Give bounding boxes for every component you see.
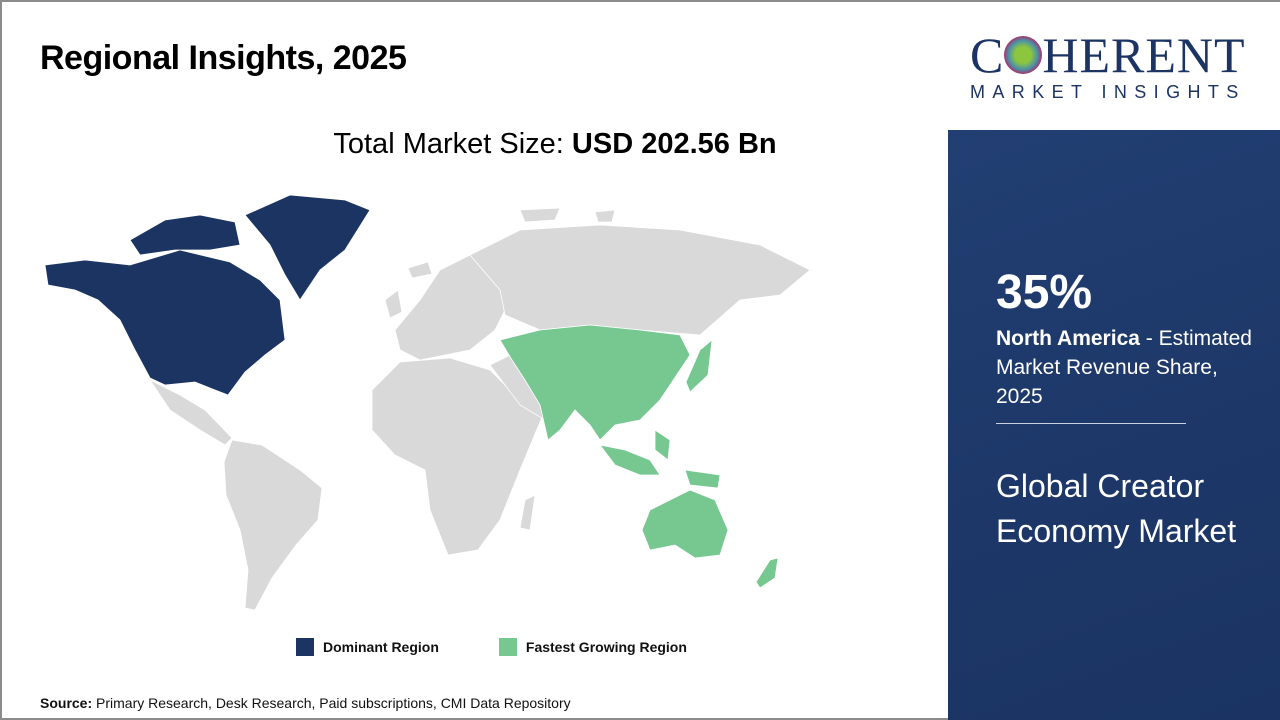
- europe: [394, 254, 511, 361]
- total-value: USD 202.56 Bn: [571, 128, 777, 160]
- share-percent: 35%: [996, 266, 1093, 319]
- north-america: [44, 249, 286, 396]
- market-name: Global Creator Economy Market: [996, 468, 1237, 549]
- logo-subtitle: MARKET INSIGHTS: [970, 82, 1246, 102]
- africa: [371, 357, 546, 556]
- share-description: North America - Estimated Market Revenue…: [996, 324, 1266, 411]
- coherent-logo: C HERENT MARKET INSIGHTS: [950, 2, 1280, 130]
- south-america: [223, 439, 323, 611]
- uk: [384, 289, 403, 319]
- russia: [469, 224, 811, 336]
- legend-swatch-fastest: [498, 638, 517, 656]
- page-title: Regional Insights, 2025: [40, 39, 407, 77]
- source-note: Source: Primary Research, Desk Research,…: [40, 694, 571, 712]
- globe-dots-icon: [1004, 36, 1043, 74]
- share-region: North America: [996, 327, 1140, 350]
- source-text: Primary Research, Desk Research, Paid su…: [92, 695, 571, 711]
- share-desc-text: - Estimated Market Revenue Share, 2025: [996, 327, 1252, 408]
- total-market-size: Total Market Size: USD 202.56 Bn: [0, 126, 1110, 162]
- map-legend: Dominant Region Fastest Growing Region: [296, 638, 687, 656]
- new-zealand: [755, 557, 779, 589]
- world-map: [44, 194, 811, 611]
- logo-wordmark: C HERENT: [970, 27, 1246, 83]
- legend-swatch-dominant: [296, 638, 314, 656]
- iceland: [407, 261, 433, 279]
- total-label: Total Market Size:: [333, 128, 572, 160]
- legend-item-dominant: Dominant Region: [296, 638, 439, 656]
- divider: [996, 423, 1186, 424]
- legend-label: Fastest Growing Region: [525, 639, 687, 655]
- highlight-panel: 35% North America - Estimated Market Rev…: [948, 130, 1280, 720]
- southeast-asia: [599, 429, 671, 476]
- arctic-canada: [129, 214, 241, 256]
- new-guinea: [684, 469, 721, 489]
- japan: [685, 339, 713, 393]
- australia: [641, 489, 729, 559]
- asia-pacific: [499, 324, 691, 441]
- madagascar: [519, 494, 536, 531]
- source-label: Source:: [40, 695, 93, 711]
- arctic-islands: [519, 207, 616, 223]
- central-america: [148, 378, 233, 446]
- legend-label: Dominant Region: [323, 639, 439, 655]
- legend-item-fastest: Fastest Growing Region: [498, 638, 687, 656]
- greenland: [244, 194, 371, 301]
